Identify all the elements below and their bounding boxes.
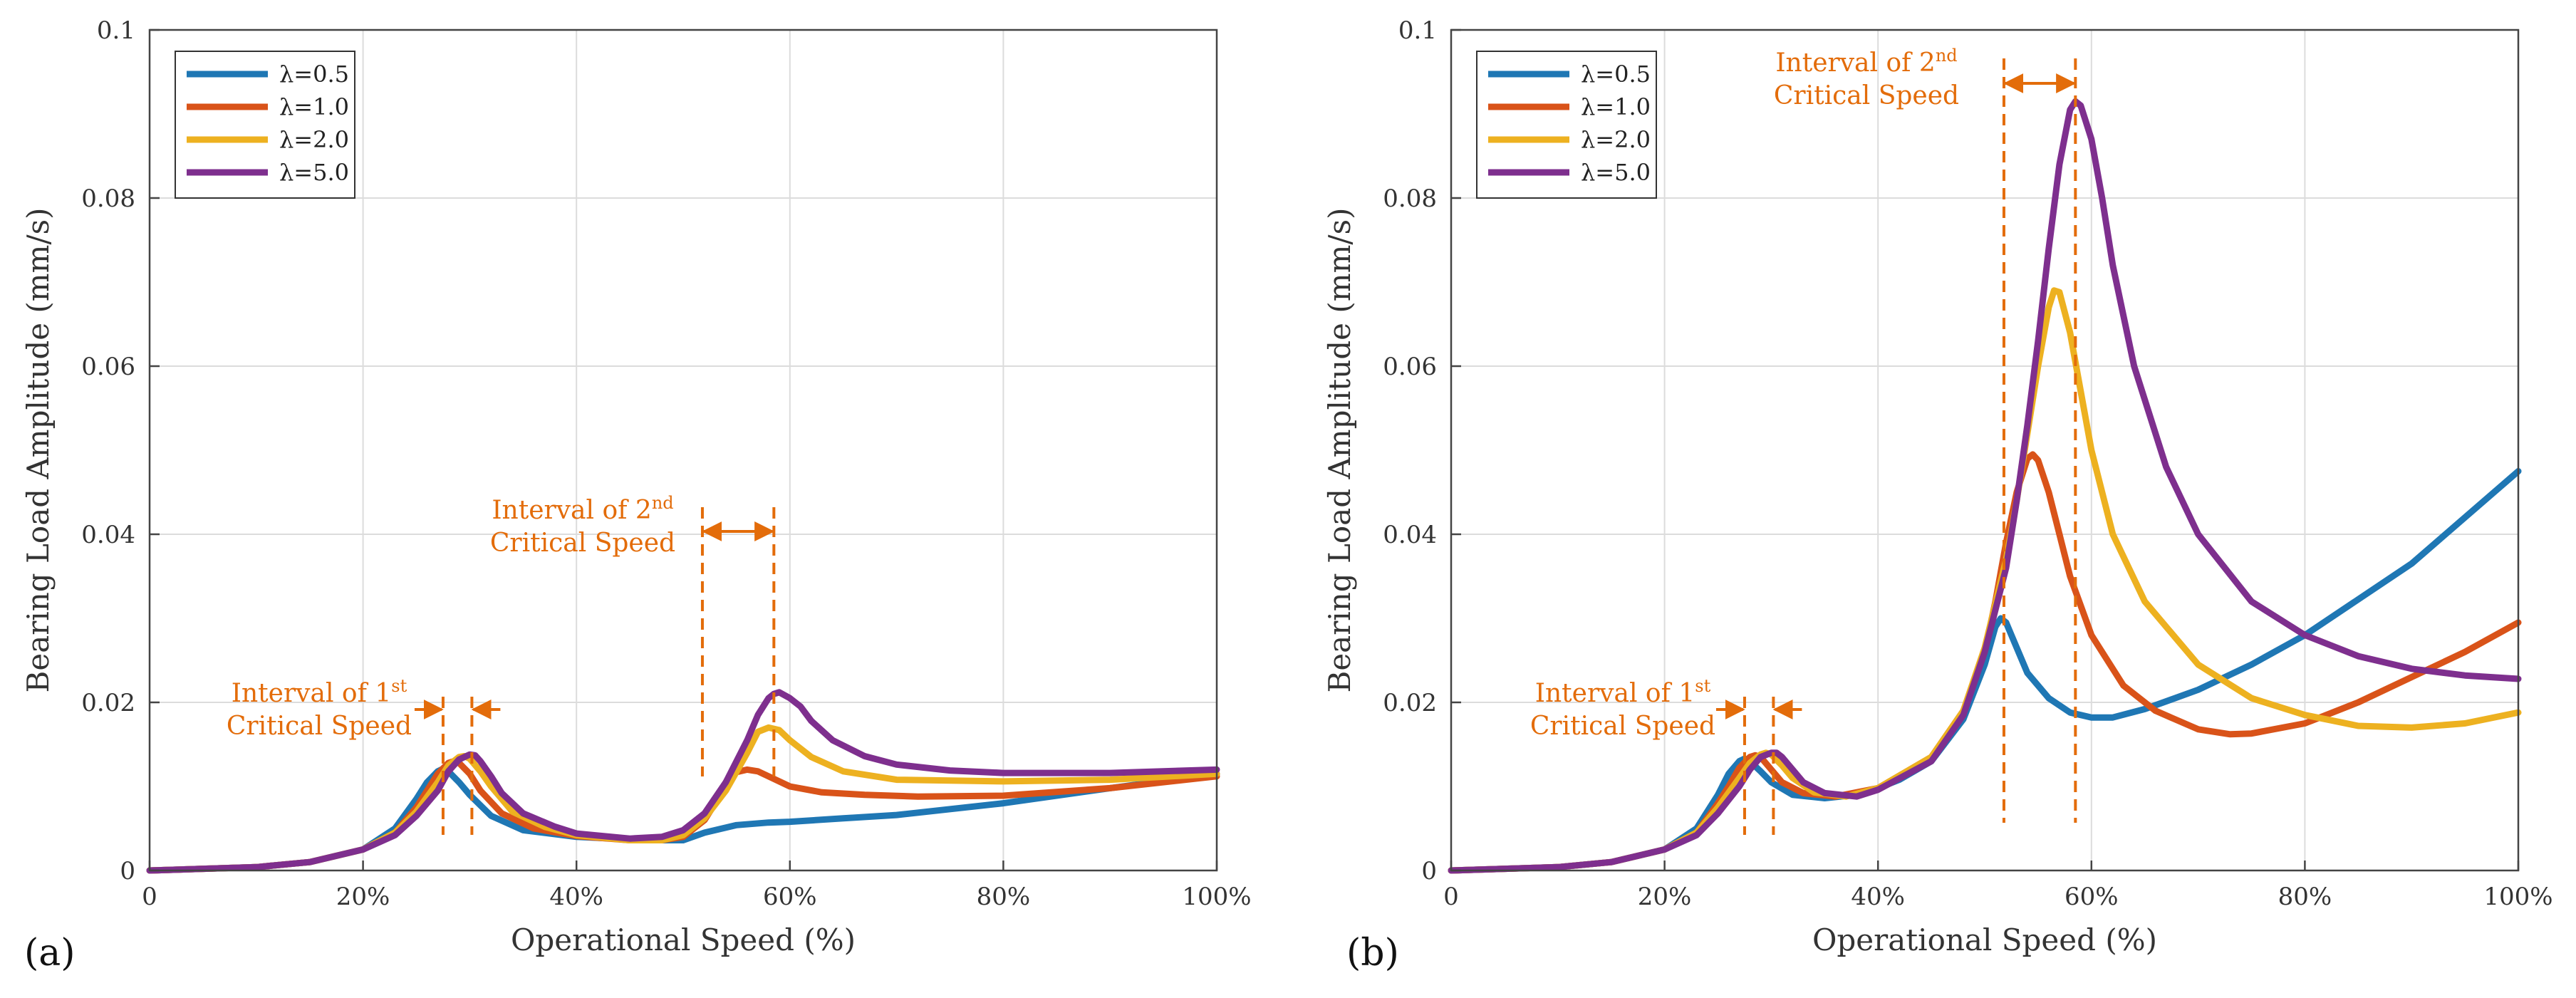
chart-0-y-tick-label-5: 0.1 bbox=[97, 16, 135, 45]
chart-1-x-tick-label-3: 60% bbox=[2065, 883, 2119, 911]
chart-1-y-tick-label-0: 0 bbox=[1421, 857, 1437, 885]
chart-0-x-tick-label-2: 40% bbox=[549, 883, 603, 911]
chart-1-legend-label-0: λ=0.5 bbox=[1581, 61, 1651, 88]
chart-0-annotation-1-text-0: Interval of 2nd bbox=[492, 493, 673, 525]
chart-1-x-tick-label-5: 100% bbox=[2483, 883, 2552, 911]
chart-1-y-tick-label-3: 0.06 bbox=[1383, 353, 1437, 381]
chart-0-x-tick-label-4: 80% bbox=[977, 883, 1031, 911]
chart-1-x-tick-label-0: 0 bbox=[1443, 883, 1459, 911]
chart-0-legend-label-0: λ=0.5 bbox=[279, 61, 349, 88]
chart-0-y-tick-label-3: 0.06 bbox=[81, 353, 135, 381]
chart-0-y-tick-label-0: 0 bbox=[120, 857, 135, 885]
chart-0-x-axis-label: Operational Speed (%) bbox=[511, 922, 856, 957]
chart-1-legend-label-3: λ=5.0 bbox=[1581, 159, 1651, 186]
chart-0-annotation-0-text-1: Critical Speed bbox=[227, 712, 412, 741]
chart-0-x-tick-label-5: 100% bbox=[1182, 883, 1251, 911]
chart-1-annotation-0-text-0: Interval of 1st bbox=[1535, 676, 1711, 708]
chart-1-panel-label: (b) bbox=[1346, 932, 1399, 974]
chart-0-x-tick-label-1: 20% bbox=[336, 883, 390, 911]
chart-0-legend-label-1: λ=1.0 bbox=[279, 93, 349, 120]
chart-1-y-tick-label-4: 0.08 bbox=[1383, 184, 1437, 213]
chart-0-legend-label-2: λ=2.0 bbox=[279, 126, 349, 153]
chart-1-x-axis-label: Operational Speed (%) bbox=[1812, 922, 2157, 957]
chart-1-annotation-1-text-1: Critical Speed bbox=[1774, 81, 1959, 110]
chart-1-annotation-1-text-0: Interval of 2nd bbox=[1775, 46, 1957, 78]
chart-0-annotation-1-text-1: Critical Speed bbox=[490, 529, 675, 558]
panel-b: 0 20% 40% 60% 80% 100% 0 0.02 0.04 0.06 0.08 0.1 Ope… bbox=[1322, 16, 2553, 974]
chart-0-panel-label: (a) bbox=[24, 932, 76, 974]
chart-1-legend-label-1: λ=1.0 bbox=[1581, 93, 1651, 120]
chart-1-y-tick-label-2: 0.04 bbox=[1383, 521, 1437, 549]
chart-0-axes-frame bbox=[148, 28, 1218, 872]
chart-0-series-line-0 bbox=[146, 765, 1220, 874]
chart-1-series-line-3 bbox=[1448, 98, 2522, 874]
chart-0-y-tick-label-1: 0.02 bbox=[81, 689, 135, 717]
chart-1-axes-frame bbox=[1450, 28, 2520, 872]
chart-1-annotation-0-text-1: Critical Speed bbox=[1530, 712, 1715, 741]
panel-a: 0 20% 40% 60% 80% 100% 0 0.02 0.04 0.06 0.08 0.1 Ope… bbox=[21, 16, 1252, 974]
chart-0-y-axis-label: Bearing Load Amplitude (mm/s) bbox=[21, 207, 56, 692]
chart-0-y-tick-label-4: 0.08 bbox=[81, 184, 135, 213]
chart-1-legend-label-2: λ=2.0 bbox=[1581, 126, 1651, 153]
chart-1-x-tick-label-2: 40% bbox=[1851, 883, 1905, 911]
chart-1-x-tick-label-4: 80% bbox=[2278, 883, 2332, 911]
chart-1-y-tick-label-5: 0.1 bbox=[1398, 16, 1437, 45]
chart-1-x-tick-label-1: 20% bbox=[1638, 883, 1692, 911]
chart-1-y-tick-label-1: 0.02 bbox=[1383, 689, 1437, 717]
chart-0-x-tick-label-0: 0 bbox=[142, 883, 157, 911]
chart-1-y-axis-label: Bearing Load Amplitude (mm/s) bbox=[1322, 207, 1357, 692]
chart-0-annotation-0-text-0: Interval of 1st bbox=[232, 676, 407, 708]
chart-0-y-tick-label-2: 0.04 bbox=[81, 521, 135, 549]
chart-0-series-line-3 bbox=[146, 689, 1220, 874]
chart-0-x-tick-label-3: 60% bbox=[763, 883, 817, 911]
chart-0-legend-label-3: λ=5.0 bbox=[279, 159, 349, 186]
